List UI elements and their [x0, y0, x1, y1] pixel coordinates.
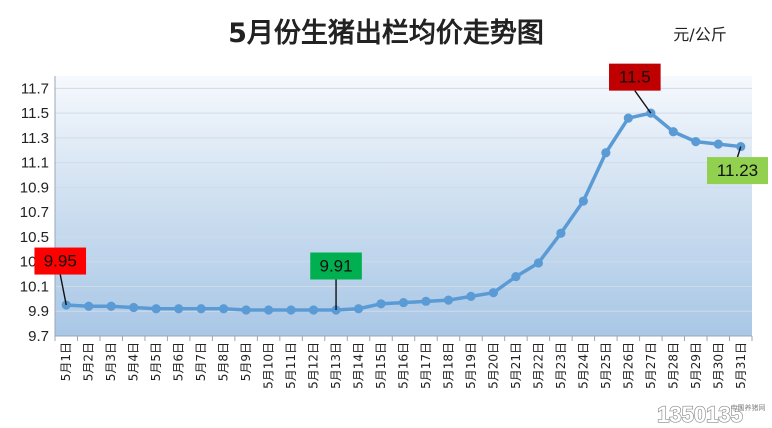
data-point [308, 305, 319, 315]
y-tick-label: 10.9 [20, 179, 49, 196]
watermark-brand: 1350135 [657, 402, 743, 427]
y-tick-label: 11.1 [21, 155, 49, 172]
x-tick-label: 5月4日 [127, 342, 141, 381]
data-point [623, 113, 633, 123]
x-tick-label: 5月15日 [374, 342, 388, 389]
x-tick-label: 5月26日 [621, 342, 635, 389]
x-tick-label: 5月28日 [666, 342, 680, 389]
y-tick-label: 10.1 [20, 278, 49, 295]
x-tick-label: 5月29日 [689, 342, 703, 389]
x-tick-label: 5月14日 [352, 342, 366, 389]
data-point [241, 305, 251, 315]
data-point [398, 297, 409, 308]
callout-label: 11.5 [619, 68, 651, 87]
value-callout: 11.23 [707, 146, 768, 185]
callout-label: 11.23 [717, 161, 758, 180]
callout-box [34, 247, 87, 275]
chart-title: 5月份生猪出栏均价走势图 [228, 18, 544, 49]
data-point [376, 299, 386, 309]
watermark: 1350135 中国养猪网 [657, 401, 766, 427]
x-tick-label: 5月2日 [82, 342, 96, 381]
plot-area [55, 76, 752, 336]
callout-box [707, 157, 768, 185]
x-tick-label: 5月6日 [172, 342, 186, 381]
x-tick-label: 5月21日 [509, 342, 523, 389]
x-tick-label: 5月17日 [419, 342, 433, 389]
value-callout: 11.5 [609, 63, 661, 114]
callout-leader [59, 274, 67, 306]
price-callouts: 9.95 9.91 11.5 11.23 [34, 63, 768, 310]
x-tick-label: 5月7日 [194, 342, 208, 381]
callout-box [609, 63, 661, 91]
x-tick-label: 5月16日 [397, 342, 411, 389]
data-point [129, 302, 139, 313]
x-tick-label: 5月23日 [554, 342, 568, 389]
data-point [466, 291, 476, 301]
callout-label: 9.91 [320, 257, 353, 276]
y-tick-label: 11.5 [21, 105, 49, 122]
data-point [106, 301, 116, 311]
callout-leader [736, 146, 742, 158]
y-tick-label: 10.7 [20, 204, 49, 221]
x-tick-label: 5月24日 [576, 342, 590, 389]
x-tick-label: 5月20日 [486, 342, 500, 389]
x-tick-label: 5月18日 [441, 342, 455, 389]
x-tick-label: 5月22日 [531, 342, 545, 389]
x-tick-label: 5月11日 [284, 342, 298, 389]
x-tick-label: 5月10日 [262, 342, 276, 389]
data-point [556, 228, 566, 238]
y-tick-label: 10.5 [20, 229, 49, 246]
callout-leader [634, 90, 652, 114]
data-point [421, 296, 431, 306]
data-point [601, 148, 611, 158]
y-tick-label: 9.9 [28, 303, 49, 320]
x-tick-label: 5月19日 [464, 342, 478, 389]
x-tick-label: 5月8日 [217, 342, 231, 381]
data-point [443, 295, 454, 305]
data-point [488, 288, 499, 298]
x-tick-label: 5月5日 [149, 342, 163, 381]
x-tick-label: 5月9日 [239, 342, 253, 381]
value-callout: 9.91 [310, 252, 362, 310]
x-tick-label: 5月27日 [644, 342, 658, 389]
x-tick-label: 5月12日 [307, 342, 321, 389]
data-point [151, 304, 161, 314]
y-tick-label: 11.3 [21, 130, 49, 147]
unit-label: 元/公斤 [673, 25, 726, 44]
x-tick-label: 5月31日 [734, 342, 748, 389]
data-point [668, 127, 678, 137]
data-point [511, 271, 521, 282]
x-tick-label: 5月1日 [59, 342, 73, 381]
data-point [713, 139, 723, 149]
x-axis: 5月1日 5月2日 5月3日 5月4日 5月5日 5月6日 5月7日 5月8日 5月9日 5月10… [54, 335, 753, 389]
data-point [174, 304, 184, 314]
y-tick-label: 9.7 [28, 328, 49, 345]
data-point [196, 304, 206, 314]
callout-label: 9.95 [44, 252, 77, 271]
callout-box [310, 252, 362, 280]
data-point [263, 305, 274, 315]
data-point [219, 304, 229, 314]
x-tick-label: 5月30日 [711, 342, 725, 389]
watermark-tagline: 中国养猪网 [731, 403, 766, 412]
x-tick-label: 5月13日 [329, 342, 343, 389]
data-point [353, 304, 364, 314]
data-point [578, 196, 588, 206]
data-point [691, 137, 701, 147]
value-callout: 9.95 [34, 247, 87, 306]
data-point [533, 258, 544, 268]
data-point [646, 108, 656, 118]
data-point [736, 141, 746, 152]
x-tick-label: 5月25日 [599, 342, 613, 389]
data-point [286, 305, 296, 315]
x-tick-label: 5月3日 [104, 342, 118, 381]
y-tick-label: 11.7 [21, 80, 49, 97]
data-point [84, 301, 94, 311]
